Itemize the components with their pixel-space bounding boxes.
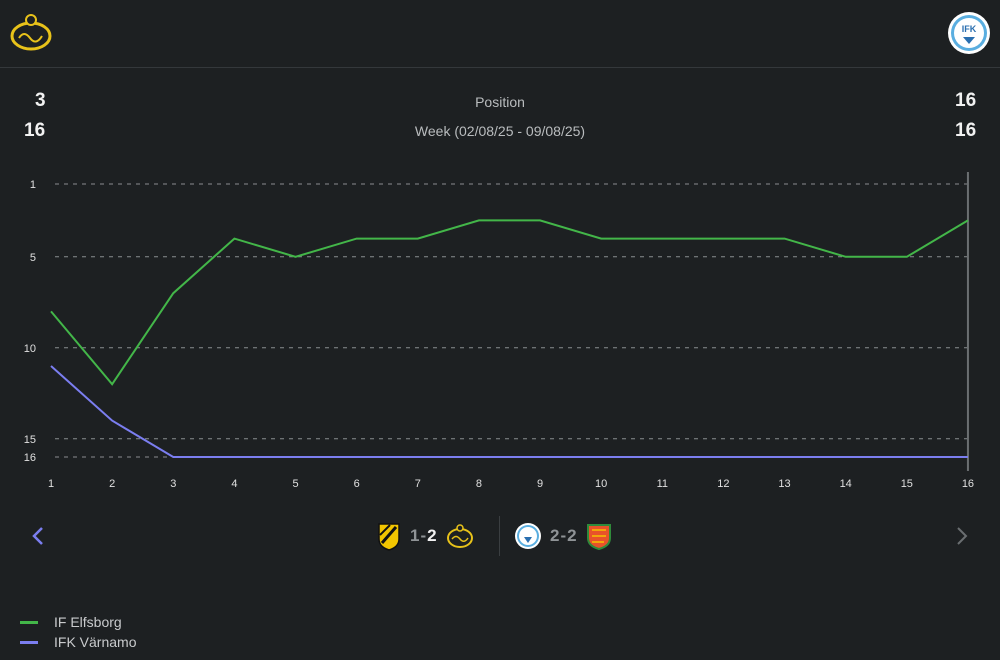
week-matches: 1-2 2-2 bbox=[370, 516, 630, 556]
series-line-elfsborg bbox=[50, 219, 969, 386]
legend-item-varnamo: IFK Värnamo bbox=[20, 632, 136, 652]
y-tick-label: 10 bbox=[24, 343, 36, 355]
x-tick-label: 13 bbox=[778, 478, 790, 490]
home-position: 3 bbox=[35, 90, 46, 111]
ifk-varnamo-crest-icon bbox=[515, 523, 541, 549]
if-elfsborg-crest-icon[interactable] bbox=[8, 10, 54, 56]
chevron-right-icon bbox=[957, 527, 968, 545]
match-1-away-score: 2 bbox=[427, 526, 438, 545]
legend-label-varnamo: IFK Värnamo bbox=[54, 634, 137, 650]
legend-label-elfsborg: IF Elfsborg bbox=[54, 614, 122, 630]
x-tick-label: 11 bbox=[657, 478, 668, 490]
top-bar: IFK bbox=[0, 0, 1000, 68]
away-total: 16 bbox=[955, 120, 977, 141]
x-tick-label: 16 bbox=[962, 478, 974, 490]
y-tick-label: 1 bbox=[30, 179, 36, 191]
legend-swatch-elfsborg bbox=[20, 620, 38, 624]
x-tick-label: 6 bbox=[354, 478, 360, 490]
x-tick-label: 9 bbox=[537, 478, 543, 490]
match-1-separator: - bbox=[420, 526, 428, 545]
match-1[interactable]: 1-2 bbox=[376, 516, 474, 556]
ifk-varnamo-crest-icon[interactable]: IFK bbox=[946, 10, 992, 56]
x-tick-label: 7 bbox=[415, 478, 421, 490]
x-tick-label: 14 bbox=[840, 478, 852, 490]
x-tick-label: 12 bbox=[717, 478, 729, 490]
match-2-home-score: 2 bbox=[550, 526, 561, 545]
y-tick-label: 15 bbox=[24, 434, 36, 446]
chart-title: Position bbox=[475, 94, 525, 110]
match-2-separator: - bbox=[560, 526, 568, 545]
bk-hacken-crest-icon bbox=[378, 523, 400, 551]
legend-item-elfsborg: IF Elfsborg bbox=[20, 612, 136, 632]
chart-legend: IF Elfsborg IFK Värnamo bbox=[20, 612, 136, 652]
legend-swatch-varnamo bbox=[20, 640, 38, 644]
next-week-button[interactable] bbox=[948, 522, 976, 550]
x-tick-label: 1 bbox=[48, 478, 54, 490]
if-elfsborg-crest-icon bbox=[446, 524, 473, 548]
previous-week-button[interactable] bbox=[24, 522, 52, 550]
home-total: 16 bbox=[24, 120, 46, 141]
degerfors-crest-icon bbox=[586, 524, 611, 550]
away-position: 16 bbox=[955, 90, 977, 111]
match-2[interactable]: 2-2 bbox=[514, 516, 612, 556]
x-tick-label: 8 bbox=[476, 478, 482, 490]
match-divider bbox=[499, 516, 500, 556]
x-tick-label: 5 bbox=[292, 478, 298, 490]
x-tick-label: 15 bbox=[901, 478, 913, 490]
x-tick-label: 2 bbox=[109, 478, 115, 490]
x-tick-label: 3 bbox=[170, 478, 176, 490]
y-tick-label: 16 bbox=[24, 452, 36, 464]
chevron-left-icon bbox=[32, 527, 43, 545]
crest-text: IFK bbox=[962, 24, 977, 34]
series-line-varnamo bbox=[50, 365, 968, 458]
match-1-home-score: 1 bbox=[410, 526, 421, 545]
x-tick-label: 4 bbox=[231, 478, 237, 490]
y-tick-label: 5 bbox=[30, 252, 36, 264]
x-tick-label: 10 bbox=[595, 478, 607, 490]
chart-subtitle: Week (02/08/25 - 09/08/25) bbox=[414, 123, 586, 139]
match-2-away-score: 2 bbox=[567, 526, 578, 545]
